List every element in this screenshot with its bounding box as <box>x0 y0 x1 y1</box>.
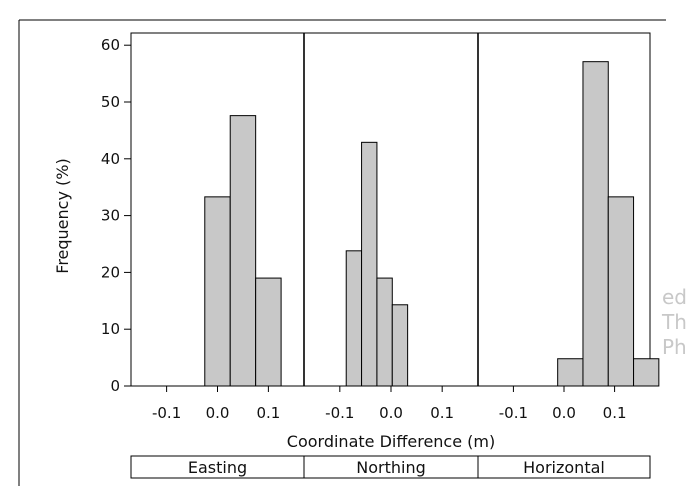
x-tick-label: 0.0 <box>552 404 576 422</box>
histogram-bar-easting <box>204 196 231 387</box>
panel-label-northing: Northing <box>356 458 426 477</box>
histogram-bar-northing <box>345 250 363 387</box>
histogram-bar-easting <box>229 115 257 387</box>
y-tick-label: 50 <box>101 93 120 111</box>
histogram-bar-northing <box>361 141 378 387</box>
x-axis: -0.1 0.0 0.1 -0.1 0.0 0.1 -0.1 0.0 0.1 <box>152 386 627 422</box>
y-tick-label: 30 <box>101 207 120 225</box>
x-tick-label: 0.0 <box>206 404 230 422</box>
histogram-bar-horizontal <box>607 196 635 387</box>
panel-label-cell <box>477 455 651 479</box>
histogram-bar-easting <box>255 277 282 387</box>
x-tick-label: 0.1 <box>430 404 454 422</box>
x-tick-label: 0.1 <box>256 404 280 422</box>
histogram-bar-northing <box>376 277 393 387</box>
x-tick-label: -0.1 <box>499 404 528 422</box>
histogram-bar-northing <box>391 304 409 387</box>
y-tick-label: 0 <box>110 377 120 395</box>
y-tick-label: 20 <box>101 263 120 281</box>
x-tick-label: -0.1 <box>152 404 181 422</box>
x-tick-label: -0.1 <box>325 404 354 422</box>
y-tick-label: 60 <box>101 36 120 54</box>
x-axis-title: Coordinate Difference (m) <box>287 432 495 451</box>
panel-label-strip: Easting Northing Horizontal <box>130 455 651 479</box>
side-text-3: Ph <box>662 335 687 359</box>
histogram-bar-horizontal <box>633 358 660 387</box>
y-tick-label: 10 <box>101 320 120 338</box>
histogram-bar-horizontal <box>557 358 584 387</box>
x-tick-label: 0.1 <box>603 404 627 422</box>
side-text-1: ed <box>662 285 687 309</box>
y-axis: 0 10 20 30 40 50 60 <box>101 36 131 395</box>
plot-area <box>130 32 660 387</box>
x-tick-label: 0.0 <box>379 404 403 422</box>
panel-label-easting: Easting <box>188 458 247 477</box>
side-text-2: Th <box>661 310 687 334</box>
y-axis-title: Frequency (%) <box>53 158 72 273</box>
histogram-bar-horizontal <box>582 61 609 387</box>
y-tick-label: 40 <box>101 150 120 168</box>
panel-label-horizontal: Horizontal <box>523 458 605 477</box>
